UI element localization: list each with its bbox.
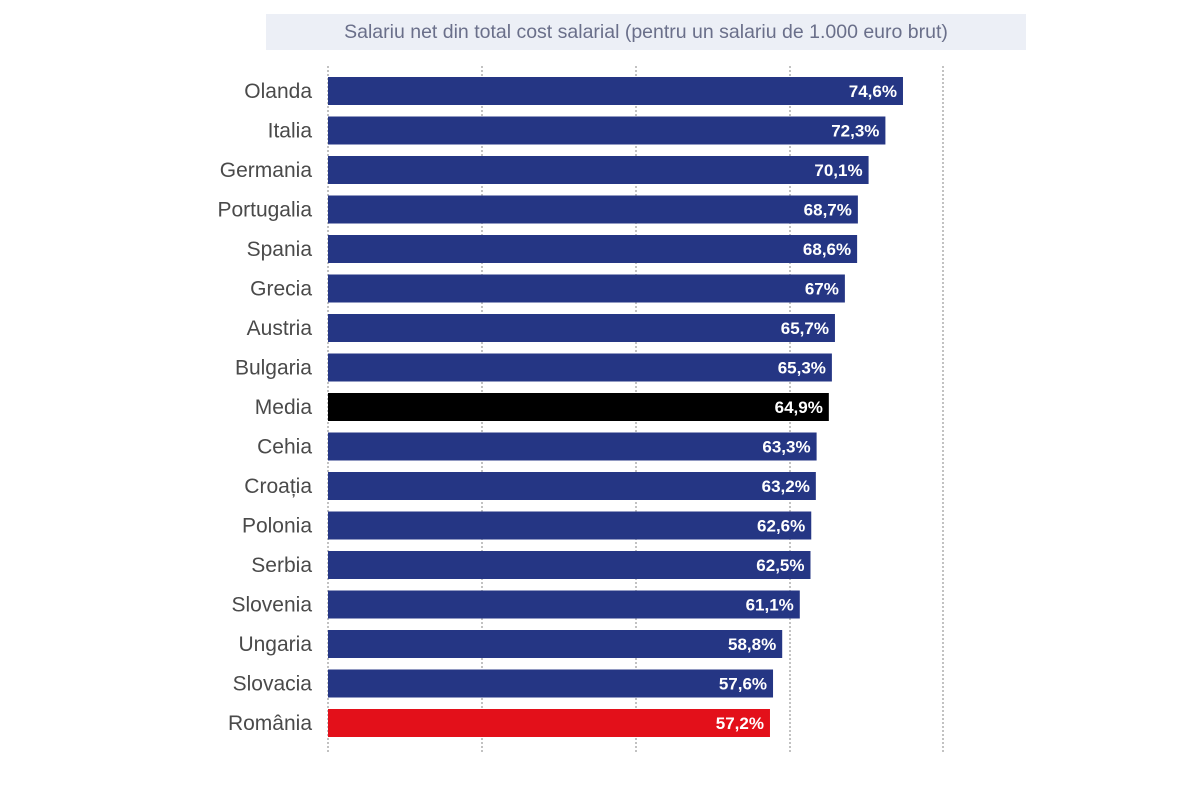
value-label: 63,3% (762, 438, 810, 457)
value-label: 61,1% (746, 596, 794, 615)
category-label: Media (255, 396, 313, 419)
category-label: Italia (268, 120, 313, 143)
value-label: 57,2% (716, 714, 764, 733)
chart-title-box: Salariu net din total cost salarial (pen… (266, 14, 1026, 50)
category-label: Bulgaria (235, 357, 312, 380)
bar (328, 314, 835, 342)
value-label: 72,3% (831, 122, 879, 141)
value-label: 70,1% (814, 161, 862, 180)
bar (328, 709, 770, 737)
value-label: 64,9% (775, 398, 823, 417)
category-label: Polonia (242, 515, 312, 538)
chart-title: Salariu net din total cost salarial (pen… (344, 21, 948, 43)
category-label: Olanda (244, 80, 312, 103)
bar (328, 195, 858, 224)
category-label: Slovenia (231, 594, 312, 617)
value-label: 65,3% (778, 359, 826, 378)
bar (328, 472, 816, 500)
bar (328, 511, 812, 540)
bar (328, 393, 829, 421)
category-label: Cehia (257, 436, 312, 459)
category-label: Serbia (251, 554, 312, 577)
category-label: Croația (244, 475, 312, 498)
value-labels: 74,6% 72,3% 70,1% 68,7% 68,6% 67% 65,7% 65,3% 64… (716, 82, 897, 733)
category-label: Ungaria (238, 633, 312, 656)
category-label: Grecia (250, 278, 312, 301)
category-label: Portugalia (217, 199, 312, 222)
value-label: 62,6% (757, 517, 805, 536)
category-label: Slovacia (233, 673, 313, 696)
bar (328, 551, 811, 579)
value-label: 68,6% (803, 240, 851, 259)
bar (328, 116, 886, 145)
bar (328, 590, 800, 619)
value-label: 65,7% (781, 319, 829, 338)
bar (328, 77, 903, 105)
bar (328, 274, 845, 303)
bar (328, 156, 869, 184)
bar (328, 669, 774, 698)
category-label: Spania (247, 238, 313, 261)
category-label: Germania (220, 159, 313, 182)
bar (328, 353, 832, 382)
category-labels: Olanda Italia Germania Portugalia Spania Grec… (217, 80, 312, 735)
bar (328, 432, 817, 461)
value-label: 74,6% (849, 82, 897, 101)
bar (328, 235, 858, 263)
value-label: 63,2% (762, 477, 810, 496)
bars (328, 77, 903, 737)
value-label: 68,7% (804, 201, 852, 220)
value-label: 58,8% (728, 635, 776, 654)
category-label: România (228, 712, 312, 735)
category-label: Austria (247, 317, 313, 340)
value-label: 62,5% (756, 556, 804, 575)
value-label: 57,6% (719, 675, 767, 694)
value-label: 67% (805, 280, 839, 299)
bar (328, 630, 783, 658)
